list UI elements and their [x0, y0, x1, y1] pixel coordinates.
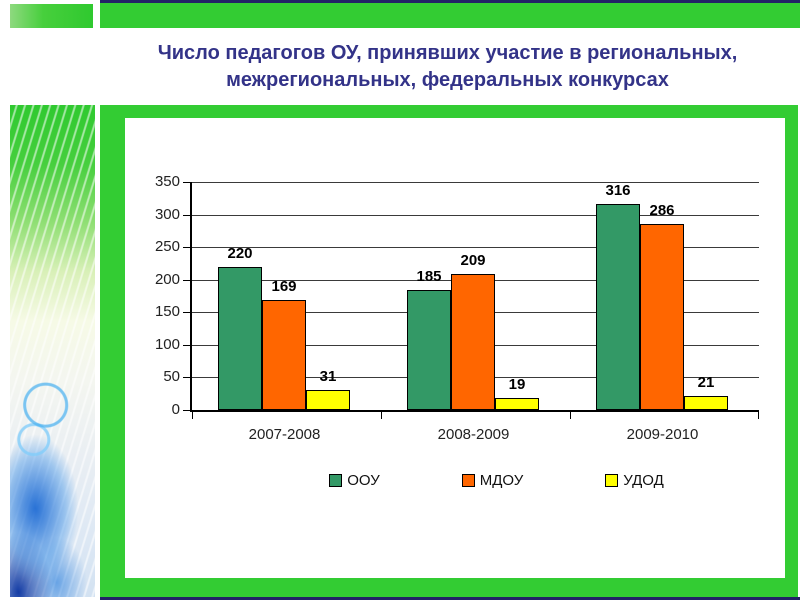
- bar-МДОУ-2007-2008: [262, 299, 306, 410]
- top-navy-line: [100, 0, 800, 3]
- content-frame: 220 169 31 185 209 19 316 286 21 0 50 100 150 200 250…: [100, 105, 798, 598]
- chart-legend: ООУ МДОУ УДОД: [213, 472, 780, 489]
- gridline-300: [192, 214, 759, 216]
- bar-chart: 220 169 31 185 209 19 316 286 21 0 50 100 150 200 250…: [125, 118, 785, 578]
- decorative-sidebar-image: [10, 105, 95, 597]
- bar-value-label-МДОУ-2007-2008: 169: [271, 277, 297, 295]
- bar-УДОД-2007-2008: [306, 389, 350, 410]
- bar-value-label-ООУ-2007-2008: 220: [227, 244, 253, 262]
- y-axis-tick-label: 250: [154, 238, 180, 256]
- bar-МДОУ-2009-2010: [640, 223, 684, 410]
- bar-МДОУ-2008-2009: [451, 273, 495, 410]
- y-axis-tick-label: 100: [154, 335, 180, 353]
- y-axis-tick-label: 50: [163, 368, 180, 386]
- legend-item-МДОУ: МДОУ: [461, 472, 524, 489]
- y-axis-tick-label: 350: [154, 173, 180, 190]
- x-axis-tick: [758, 411, 759, 419]
- bar-value-label-УДОД-2008-2009: 19: [508, 375, 526, 393]
- bar-value-label-УДОД-2009-2010: 21: [697, 374, 715, 392]
- bar-ООУ-2008-2009: [407, 289, 451, 410]
- y-axis-tick: [183, 377, 191, 379]
- y-axis-tick: [183, 344, 191, 346]
- x-axis-tick: [570, 411, 571, 419]
- top-left-accent-bar: [10, 4, 93, 28]
- y-axis-tick: [183, 182, 191, 183]
- y-axis-tick: [183, 312, 191, 314]
- bottom-navy-line: [100, 597, 800, 600]
- x-axis-category-label: 2007-2008: [248, 426, 321, 443]
- legend-series-label: УДОД: [623, 472, 664, 489]
- y-axis-tick-label: 200: [154, 270, 180, 288]
- page-title: Число педагогов ОУ, принявших участие в …: [105, 40, 790, 94]
- bar-value-label-МДОУ-2008-2009: 209: [460, 251, 486, 269]
- bar-ООУ-2007-2008: [218, 266, 262, 410]
- legend-series-label: МДОУ: [479, 472, 524, 489]
- y-axis-tick: [183, 410, 191, 411]
- plot-area: 220 169 31 185 209 19 316 286 21: [183, 182, 759, 419]
- legend-series-label: ООУ: [347, 472, 380, 489]
- legend-swatch-icon: [605, 474, 619, 487]
- content-panel: 220 169 31 185 209 19 316 286 21 0 50 100 150 200 250…: [125, 118, 785, 578]
- bar-ООУ-2009-2010: [596, 204, 640, 410]
- gridline-250: [192, 247, 759, 249]
- page-title-line2: межрегиональных, федеральных конкурсах: [226, 69, 669, 91]
- x-axis-tick: [192, 411, 193, 419]
- gridline-350: [192, 182, 759, 183]
- bar-УДОД-2008-2009: [495, 397, 539, 410]
- top-green-bar: [100, 3, 800, 28]
- x-axis-category-label: 2009-2010: [626, 426, 699, 443]
- y-axis-tick-label: 150: [154, 303, 180, 321]
- x-axis-tick: [381, 411, 382, 419]
- legend-item-ООУ: ООУ: [329, 472, 380, 489]
- bar-value-label-МДОУ-2009-2010: 286: [649, 201, 675, 219]
- y-axis-tick-label: 300: [154, 205, 180, 223]
- bar-value-label-ООУ-2008-2009: 185: [416, 267, 442, 285]
- y-axis-tick: [183, 279, 191, 281]
- bar-value-label-УДОД-2007-2008: 31: [319, 367, 337, 385]
- y-axis: 0 50 100 150 200 250 300 350: [125, 174, 180, 418]
- legend-swatch-icon: [461, 474, 475, 487]
- bar-УДОД-2009-2010: [684, 396, 728, 410]
- legend-swatch-icon: [329, 474, 343, 487]
- x-axis-category-label: 2008-2009: [437, 426, 510, 443]
- bar-value-label-ООУ-2009-2010: 316: [605, 182, 631, 200]
- page-title-line1: Число педагогов ОУ, принявших участие в …: [157, 42, 738, 64]
- legend-item-УДОД: УДОД: [605, 472, 664, 489]
- y-axis-tick-label: 0: [171, 401, 180, 418]
- x-axis: 2007-2008 2008-2009 2009-2010: [190, 426, 757, 446]
- y-axis-tick: [183, 214, 191, 216]
- y-axis-tick: [183, 247, 191, 249]
